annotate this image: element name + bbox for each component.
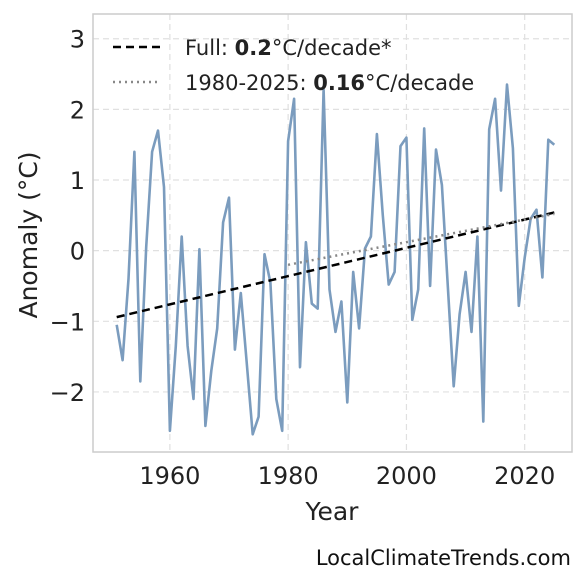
- y-tick-label: 3: [70, 26, 85, 54]
- x-tick-label: 2000: [376, 462, 437, 490]
- x-tick-label: 1980: [258, 462, 319, 490]
- legend-label-recent-suffix: °C/decade: [365, 71, 474, 95]
- y-axis-title: Anomaly (°C): [14, 151, 43, 318]
- plot-lines: [115, 83, 556, 436]
- y-tick-label: 2: [70, 96, 85, 124]
- legend-label-recent-rate: 0.16: [313, 71, 365, 95]
- y-tick-label: −2: [50, 379, 85, 407]
- anomaly-series-line: [115, 83, 556, 436]
- x-tick-label: 1960: [139, 462, 200, 490]
- legend-label-full-prefix: Full:: [185, 36, 235, 60]
- x-tick-label: 2020: [494, 462, 555, 490]
- x-axis-title: Year: [305, 497, 360, 526]
- legend-label-full-suffix: °C/decade*: [272, 36, 392, 60]
- y-tick-label: −1: [50, 308, 85, 336]
- legend-label-full: Full: 0.2°C/decade*: [185, 36, 392, 60]
- legend-label-full-rate: 0.2: [235, 36, 272, 60]
- source-credit: LocalClimateTrends.com: [315, 546, 571, 570]
- chart: 1960 1980 2000 2020 −2 −1 0 1 2 3 Year Anomaly (°…: [14, 13, 573, 526]
- ticks: 1960 1980 2000 2020 −2 −1 0 1 2 3: [50, 26, 556, 490]
- full-trend-line: [116, 211, 555, 319]
- legend: Full: 0.2°C/decade* 1980-2025: 0.16°C/de…: [113, 36, 474, 95]
- y-tick-label: 1: [70, 167, 85, 195]
- y-tick-label: 0: [70, 238, 85, 266]
- legend-label-recent: 1980-2025: 0.16°C/decade: [185, 71, 474, 95]
- plot-frame: [92, 13, 573, 453]
- legend-label-recent-prefix: 1980-2025:: [185, 71, 313, 95]
